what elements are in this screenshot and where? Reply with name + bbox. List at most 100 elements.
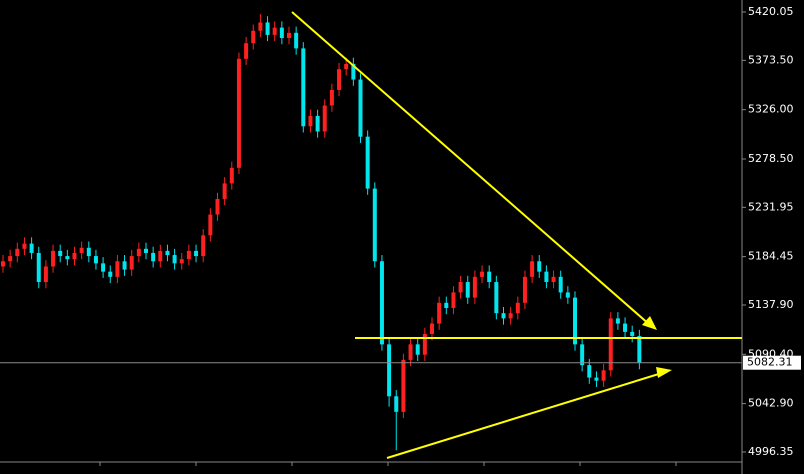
candle-body xyxy=(186,250,191,260)
candle-body xyxy=(222,183,227,199)
candle-body xyxy=(551,276,556,283)
candle-body xyxy=(573,297,577,345)
candle-body xyxy=(108,271,113,277)
candle-body xyxy=(51,250,56,267)
candle-body xyxy=(265,22,270,35)
candle-body xyxy=(422,333,427,355)
candle-body xyxy=(122,261,127,270)
candle-body xyxy=(258,22,263,31)
candle-body xyxy=(115,261,120,277)
candle-body xyxy=(501,313,506,319)
candle-body xyxy=(79,247,84,253)
candle-body xyxy=(144,248,148,253)
y-tick-label: 5420.05 xyxy=(748,5,794,18)
candle-body xyxy=(394,396,399,412)
candle-body xyxy=(430,323,434,334)
candle-body xyxy=(558,276,563,293)
candle-body xyxy=(608,318,613,371)
candle-body xyxy=(329,89,334,106)
candle-body xyxy=(229,167,234,184)
candle-body xyxy=(537,261,542,272)
candle-body xyxy=(472,276,477,298)
y-tick-label: 5373.50 xyxy=(748,53,794,66)
candle-body xyxy=(601,370,606,381)
candle-body xyxy=(623,323,628,332)
candle-body xyxy=(365,136,370,189)
candle-body xyxy=(637,336,642,363)
candle-body xyxy=(172,255,177,264)
y-tick-label: 5042.90 xyxy=(748,397,794,410)
arrow-head xyxy=(642,316,657,330)
candle-body xyxy=(279,27,284,39)
candle-body xyxy=(437,302,442,324)
candle-body xyxy=(415,344,420,355)
candle-body xyxy=(351,63,356,80)
candle-body xyxy=(487,271,492,283)
candle-body xyxy=(244,43,249,59)
candle-body xyxy=(580,344,585,366)
candle-body xyxy=(215,198,220,215)
candle-body xyxy=(165,250,170,256)
y-tick-label: 5184.45 xyxy=(748,250,794,263)
candle-body xyxy=(508,313,513,319)
candle-body xyxy=(587,365,592,378)
candle-body xyxy=(344,63,349,70)
trend-line xyxy=(291,11,651,326)
candle-body xyxy=(158,250,163,262)
candle-body xyxy=(465,282,470,298)
candle-body xyxy=(151,252,156,262)
plot xyxy=(0,14,742,451)
candle-body xyxy=(515,302,520,314)
candle-body xyxy=(272,27,277,35)
candle-body xyxy=(565,292,570,298)
candle-body xyxy=(451,292,456,308)
current-price-label: 5082.31 xyxy=(747,356,793,369)
candle-body xyxy=(337,69,342,90)
candle-body xyxy=(387,344,392,397)
candle-body xyxy=(65,256,70,260)
candle-body xyxy=(444,302,449,308)
candle-body xyxy=(530,261,535,277)
candle-body xyxy=(8,256,13,262)
candle-body xyxy=(101,263,106,272)
candle-body xyxy=(201,235,206,257)
candle-body xyxy=(43,266,48,283)
y-tick-label: 4996.35 xyxy=(748,445,794,458)
trend-lines xyxy=(291,11,742,459)
candle-body xyxy=(15,248,20,257)
candle-body xyxy=(58,250,63,257)
candle-body xyxy=(458,282,463,293)
candle-body xyxy=(401,359,406,412)
y-tick-label: 5326.00 xyxy=(748,103,794,116)
candle-body xyxy=(208,214,213,236)
candle-body xyxy=(251,30,256,44)
candle-body xyxy=(29,243,34,253)
candle-body xyxy=(522,276,527,303)
candle-body xyxy=(322,105,327,132)
trend-line xyxy=(386,372,663,459)
arrow-head xyxy=(656,367,672,378)
y-tick-label: 5137.90 xyxy=(748,298,794,311)
candle-body xyxy=(129,256,134,270)
candle-body xyxy=(544,271,549,283)
candle-body xyxy=(236,58,241,168)
y-tick-label: 5231.95 xyxy=(748,200,794,213)
y-tick-label: 5278.50 xyxy=(748,152,794,165)
candle-body xyxy=(315,115,320,132)
candle-body xyxy=(36,252,41,283)
candle-body xyxy=(630,331,635,337)
candle-body xyxy=(136,248,141,257)
current-price-box xyxy=(743,355,801,370)
candle-body xyxy=(408,344,413,360)
candle-body xyxy=(22,243,27,249)
candle-body xyxy=(194,250,199,257)
candle-body xyxy=(379,261,384,345)
candle-body xyxy=(287,32,291,39)
candle-body xyxy=(372,188,377,262)
candle-body xyxy=(480,271,485,277)
candle-body xyxy=(179,259,184,264)
candle-body xyxy=(93,256,98,264)
candle-body xyxy=(1,261,5,267)
candle-body xyxy=(615,318,620,324)
